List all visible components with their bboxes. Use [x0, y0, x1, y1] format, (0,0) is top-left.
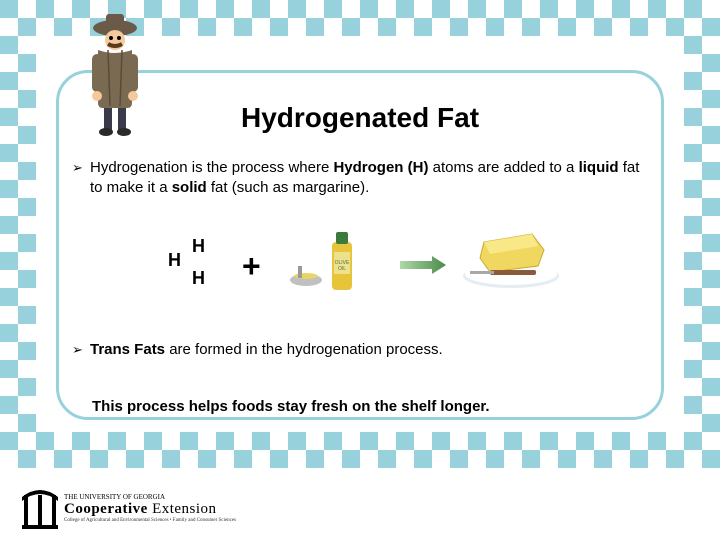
slide-title: Hydrogenated Fat	[0, 102, 720, 134]
logo-university: THE UNIVERSITY OF GEORGIA	[64, 493, 236, 501]
liquid-oil-icon: OLIVE OIL	[288, 228, 366, 298]
svg-text:OIL: OIL	[338, 266, 346, 272]
plus-sign: +	[242, 248, 261, 285]
bullet-1-text: Hydrogenation is the process where Hydro…	[90, 159, 639, 196]
h-atom-label: H	[168, 250, 181, 271]
arrow-icon	[400, 256, 446, 279]
h-atom-label: H	[192, 236, 205, 257]
bullet-2: ➢ Trans Fats are formed in the hydrogena…	[90, 340, 640, 360]
border-bottom	[0, 450, 720, 468]
border-right	[684, 0, 702, 468]
h-atom-label: H	[192, 268, 205, 289]
border-left	[18, 0, 36, 468]
border-bottom	[0, 432, 720, 450]
bullet-marker-icon: ➢	[72, 342, 83, 359]
footer-logo: THE UNIVERSITY OF GEORGIA Cooperative Ex…	[22, 482, 252, 534]
logo-colleges: College of Agricultural and Environmenta…	[64, 518, 236, 523]
border-right	[702, 0, 720, 468]
bullet-marker-icon: ➢	[72, 160, 83, 177]
logo-extension: Cooperative Extension	[64, 501, 236, 518]
solid-fat-icon	[460, 222, 562, 292]
summary-text: This process helps foods stay fresh on t…	[92, 398, 648, 415]
bullet-1: ➢ Hydrogenation is the process where Hyd…	[90, 158, 640, 197]
bullet-2-text: Trans Fats are formed in the hydrogenati…	[90, 341, 443, 358]
uga-arch-icon	[22, 487, 58, 529]
border-left	[0, 0, 18, 468]
